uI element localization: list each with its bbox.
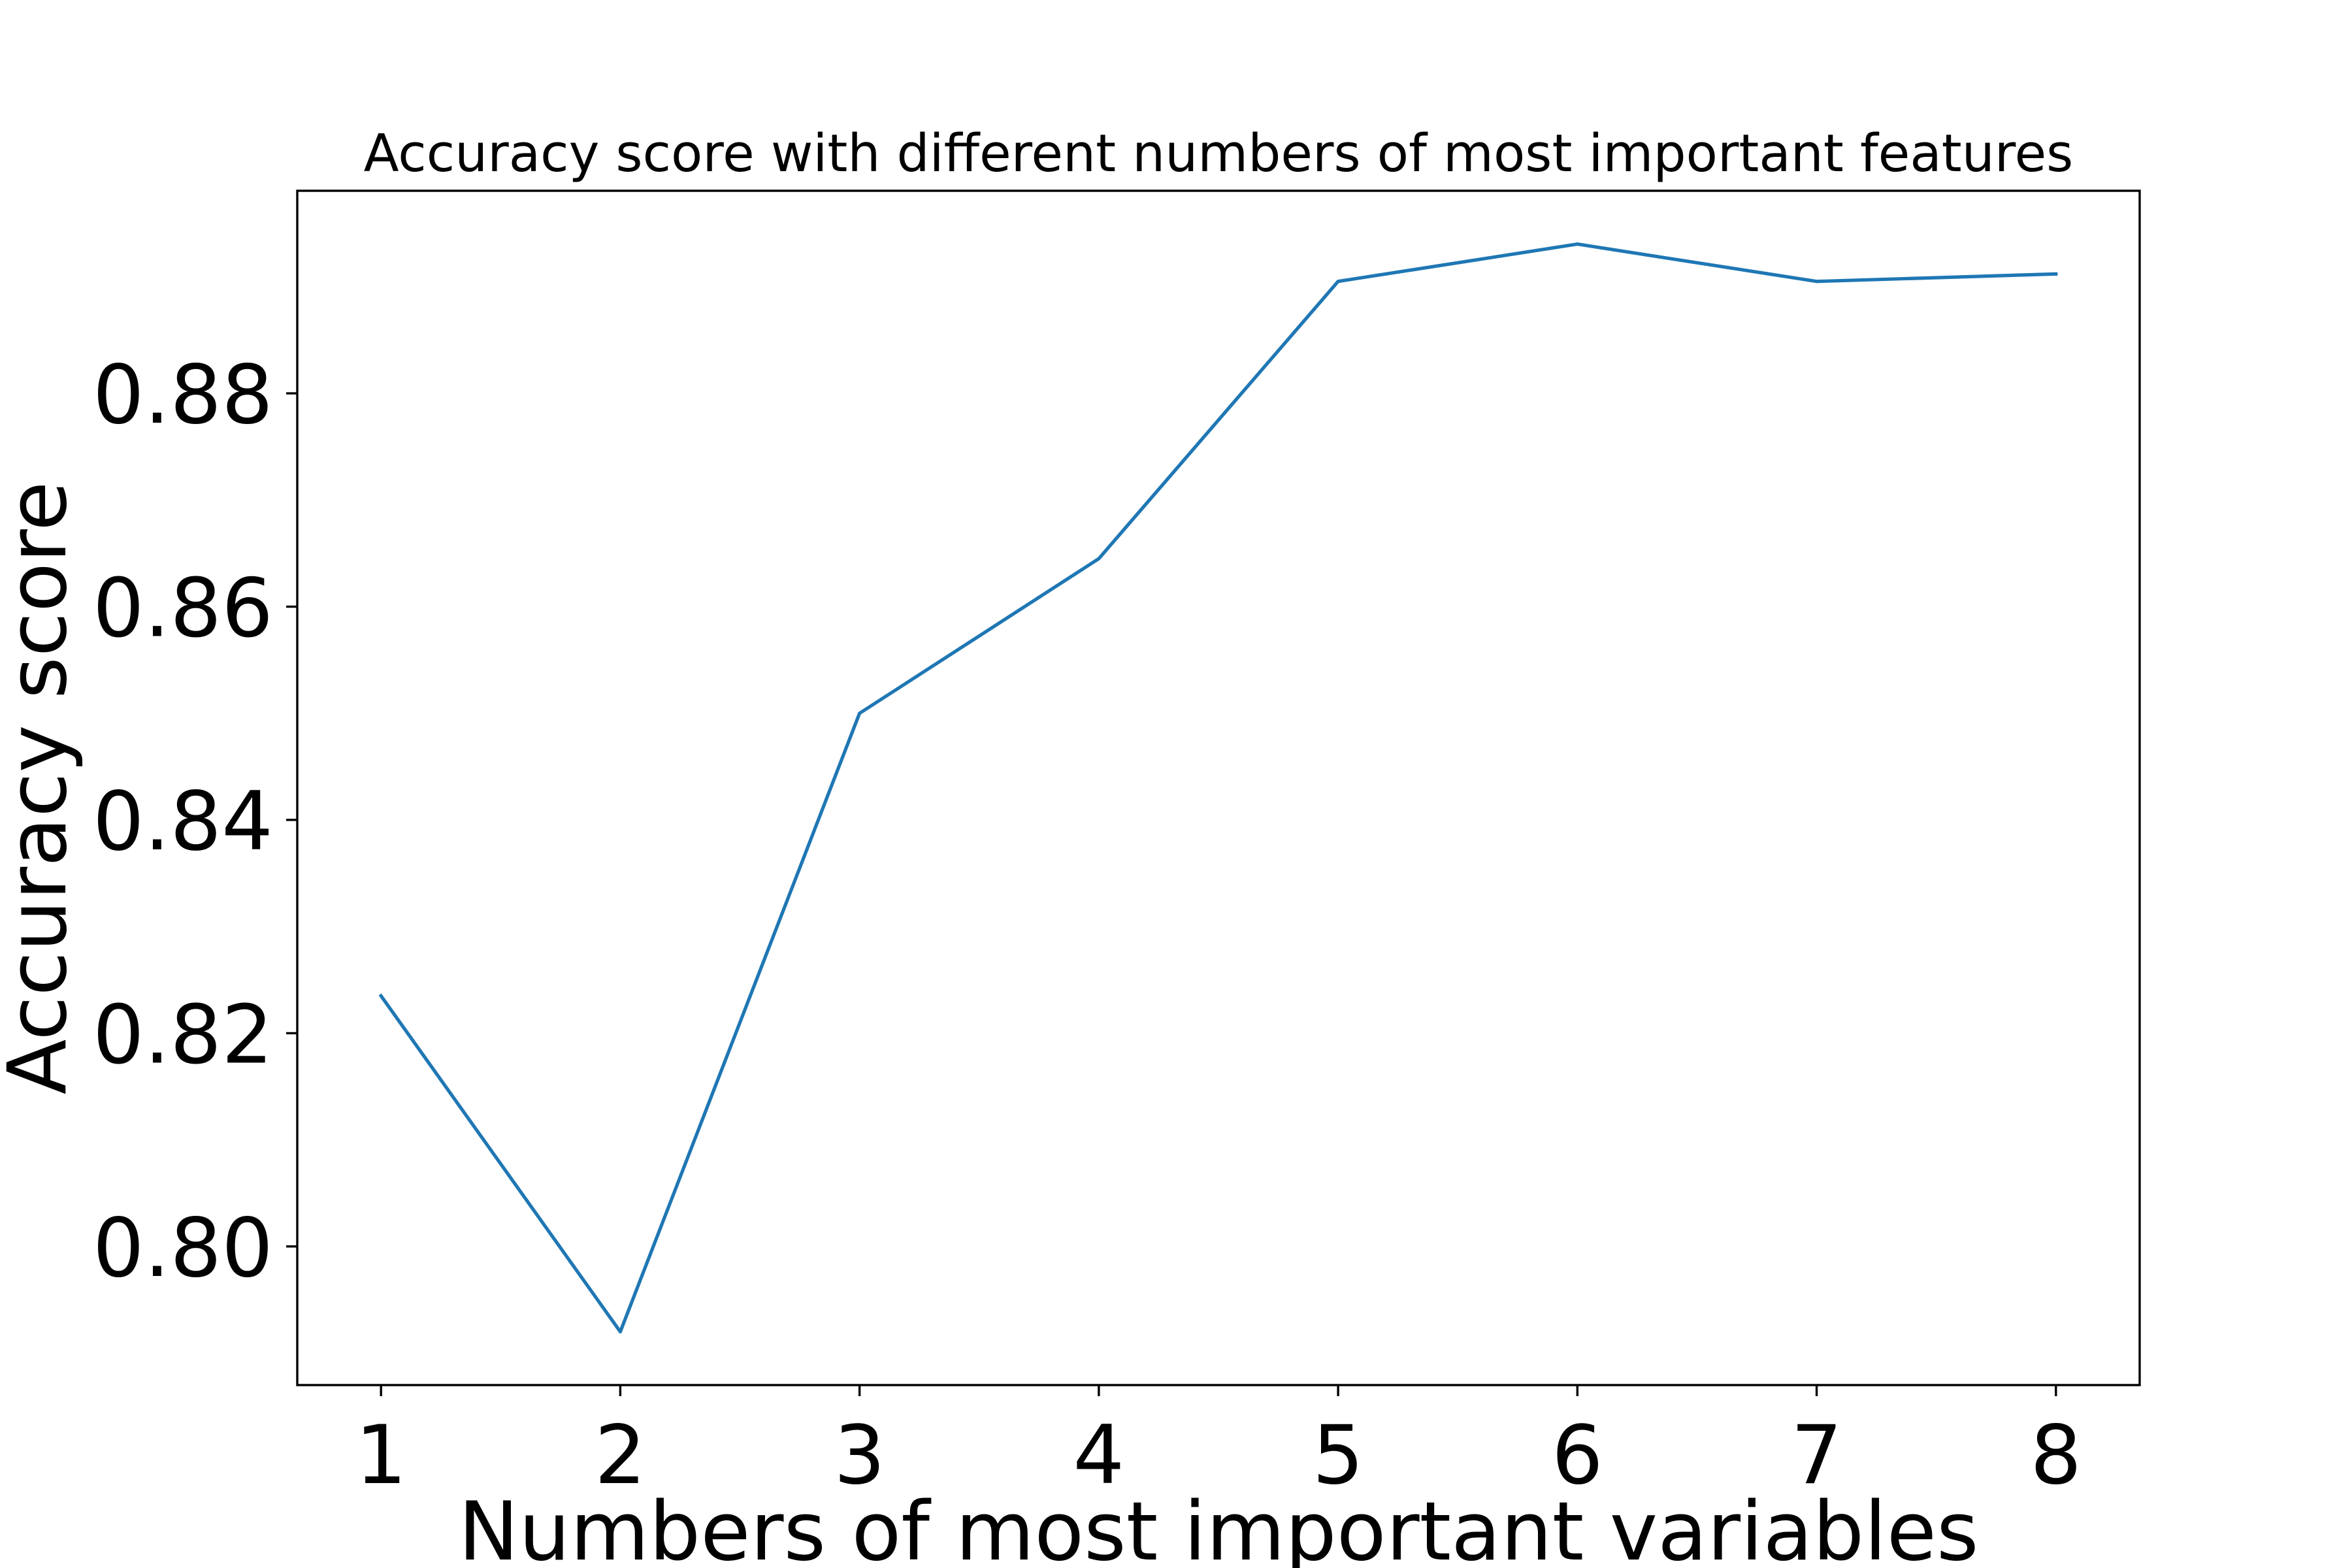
x-tick-label: 8 bbox=[2030, 1409, 2082, 1503]
x-tick-label: 5 bbox=[1313, 1409, 1364, 1503]
plot-area bbox=[378, 242, 2058, 1333]
x-tick-label: 7 bbox=[1791, 1409, 1842, 1503]
x-axis: 1 2 3 4 5 6 7 8 bbox=[355, 1385, 2082, 1503]
series-line-0 bbox=[378, 242, 2058, 1333]
x-tick-label: 3 bbox=[834, 1409, 885, 1503]
y-axis-label: Accuracy score bbox=[0, 482, 85, 1095]
y-tick-label: 0.84 bbox=[93, 775, 273, 869]
y-tick-label: 0.80 bbox=[93, 1201, 273, 1296]
x-tick-label: 1 bbox=[355, 1409, 407, 1503]
chart-title: Accuracy score with different numbers of… bbox=[364, 123, 2074, 184]
axes-frame bbox=[296, 189, 2141, 1386]
x-tick-label: 6 bbox=[1552, 1409, 1603, 1503]
x-tick-label: 2 bbox=[595, 1409, 646, 1503]
y-tick-label: 0.88 bbox=[93, 348, 273, 442]
x-axis-label: Numbers of most important variables bbox=[458, 1485, 1978, 1568]
x-tick-label: 4 bbox=[1073, 1409, 1124, 1503]
y-tick-label: 0.86 bbox=[93, 562, 273, 656]
y-tick-label: 0.82 bbox=[93, 988, 273, 1082]
y-axis: 0.80 0.82 0.84 0.86 0.88 bbox=[93, 348, 297, 1296]
